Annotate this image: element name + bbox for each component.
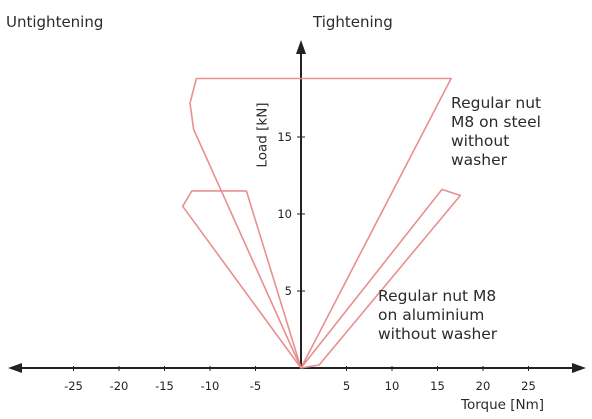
y-axis-arrow	[296, 40, 306, 54]
y-tick-label: 5	[285, 284, 292, 298]
x-tick-label: -20	[110, 379, 129, 393]
tightening-label: Tightening	[313, 13, 393, 31]
x-tick-label: -15	[155, 379, 174, 393]
x-tick-label: -25	[64, 379, 83, 393]
x-tick-label: -10	[201, 379, 220, 393]
x-tick-label: 15	[430, 379, 445, 393]
untightening-label: Untightening	[6, 13, 104, 31]
x-axis-arrow-right	[572, 363, 586, 373]
series-steel-curve	[189, 77, 452, 369]
x-tick-label: 20	[476, 379, 491, 393]
y-axis-title: Load [kN]	[254, 102, 271, 168]
series-aluminium-curve	[181, 188, 462, 369]
x-tick-label: 5	[343, 379, 350, 393]
y-tick-label: 15	[277, 130, 292, 144]
x-axis-title: Torque [Nm]	[461, 397, 545, 413]
x-tick-label: -5	[250, 379, 261, 393]
y-tick-label: 10	[277, 207, 292, 221]
x-axis-arrow-left	[8, 363, 22, 373]
x-tick-label: 25	[521, 379, 536, 393]
annotation-aluminium: Regular nut M8 on aluminium without wash…	[378, 287, 498, 343]
x-tick-label: 10	[385, 379, 400, 393]
annotation-steel: Regular nut M8 on steel without washer	[451, 94, 542, 169]
